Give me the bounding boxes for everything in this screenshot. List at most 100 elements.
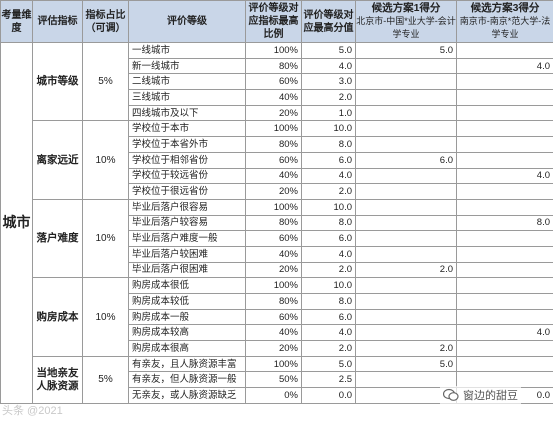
ratio-cell: 20% [245, 183, 302, 200]
indicator-cell: 当地亲友人脉资源 [32, 355, 83, 404]
header-level: 评价等级 [128, 0, 246, 43]
weight-cell: 10% [82, 120, 129, 200]
max-score-cell: 0.0 [301, 387, 356, 404]
option3-score-cell: 4.0 [456, 57, 553, 75]
table-row: 落户难度 10% 毕业后落户很容易 100% 10.0 [1, 198, 553, 279]
table-row: 四线城市及以下 20% 1.0 [1, 104, 553, 122]
level-cell: 一线城市 [128, 42, 246, 59]
table-row: 购房成本较低 80% 8.0 [1, 293, 553, 310]
ratio-cell: 0% [245, 387, 302, 404]
level-cell: 学校位于本省外市 [128, 136, 246, 153]
header-dimension: 考量维度 [0, 0, 33, 43]
weight-cell: 5% [82, 355, 129, 404]
option3-score-cell [456, 230, 553, 247]
level-cell: 购房成本较低 [128, 293, 246, 310]
table-row: 毕业后落户很困难 20% 2.0 2.0 [1, 261, 553, 279]
max-score-cell: 10.0 [301, 198, 356, 216]
ratio-cell: 100% [245, 198, 302, 216]
max-score-cell: 4.0 [301, 167, 356, 185]
option1-score-cell [355, 293, 457, 310]
option1-score-cell [355, 308, 457, 326]
max-score-cell: 2.0 [301, 183, 356, 200]
ratio-cell: 100% [245, 355, 302, 373]
max-score-cell: 10.0 [301, 120, 356, 138]
max-score-cell: 3.0 [301, 73, 356, 91]
option1-score-cell: 2.0 [355, 340, 457, 357]
ratio-cell: 40% [245, 89, 302, 106]
table-row: 购房成本较高 40% 4.0 4.0 [1, 324, 553, 342]
option3-score-cell [456, 355, 553, 373]
header-ratio: 评价等级对应指标最高比例 [245, 0, 302, 43]
weight-cell: 5% [82, 41, 129, 122]
ratio-cell: 80% [245, 57, 302, 75]
option1-score-cell [355, 136, 457, 153]
level-cell: 有亲友，但人脉资源一般 [128, 371, 246, 389]
ratio-cell: 20% [245, 261, 302, 279]
max-score-cell: 2.0 [301, 89, 356, 106]
table-row: 有亲友，但人脉资源一般 50% 2.5 [1, 371, 553, 389]
option1-score-cell [355, 198, 457, 216]
option3-score-cell [456, 245, 553, 263]
option1-score-cell: 5.0 [355, 42, 457, 59]
option1-score-cell [355, 57, 457, 75]
max-score-cell: 2.0 [301, 340, 356, 357]
header-option1: 候选方案1得分 北京市-中国*业大学-会计学专业 [355, 0, 457, 43]
option3-score-cell [456, 136, 553, 153]
option3-score-cell [456, 340, 553, 357]
table-body: 城市 城市等级 5% 一线城市 100% 5.0 5.0 新一线城市 80% 4.0 4.0 二线城市… [0, 41, 553, 404]
option1-score-cell: 2.0 [355, 261, 457, 279]
level-cell: 毕业后落户很容易 [128, 198, 246, 216]
level-cell: 学校位于相邻省份 [128, 151, 246, 169]
level-cell: 无亲友，或人脉资源缺乏 [128, 387, 246, 404]
level-cell: 三线城市 [128, 89, 246, 106]
option1-score-cell [355, 214, 457, 232]
ratio-cell: 100% [245, 42, 302, 59]
option3-score-cell [456, 104, 553, 122]
weight-cell: 10% [82, 277, 129, 357]
ratio-cell: 100% [245, 120, 302, 138]
ratio-cell: 40% [245, 167, 302, 185]
level-cell: 新一线城市 [128, 57, 246, 75]
max-score-cell: 4.0 [301, 324, 356, 342]
table-row: 城市 城市等级 5% 一线城市 100% 5.0 5.0 [0, 41, 553, 404]
option1-score-cell: 5.0 [355, 355, 457, 373]
table-row: 毕业后落户较容易 80% 8.0 8.0 [1, 214, 553, 232]
max-score-cell: 8.0 [301, 136, 356, 153]
ratio-cell: 20% [245, 104, 302, 122]
option1-score-cell [355, 277, 457, 294]
header-weight: 指标占比（可调） [82, 0, 129, 43]
table-row: 三线城市 40% 2.0 [1, 89, 553, 106]
level-cell: 四线城市及以下 [128, 104, 246, 122]
dimension-cell: 城市 [0, 42, 33, 404]
max-score-cell: 6.0 [301, 151, 356, 169]
level-cell: 购房成本较高 [128, 324, 246, 342]
table-row: 学校位于较远省份 40% 4.0 4.0 [1, 167, 553, 185]
option3-score-cell: 4.0 [456, 167, 553, 185]
indicator-cell: 离家远近 [32, 120, 83, 200]
option1-score-cell [355, 89, 457, 106]
level-cell: 毕业后落户较容易 [128, 214, 246, 232]
table-row: 当地亲友人脉资源 5% 有亲友，且人脉资源丰富 100% 5.0 5.0 [1, 355, 553, 404]
level-cell: 有亲友，且人脉资源丰富 [128, 355, 246, 373]
wechat-icon [443, 388, 459, 401]
max-score-cell: 8.0 [301, 214, 356, 232]
indicator-cell: 城市等级 [32, 41, 83, 122]
option1-score-cell [355, 73, 457, 91]
weight-cell: 10% [82, 198, 129, 279]
indicator-cell: 落户难度 [32, 198, 83, 279]
option3-score-cell [456, 198, 553, 216]
ratio-cell: 60% [245, 73, 302, 91]
option1-score-cell [355, 104, 457, 122]
option3-score-cell [456, 261, 553, 279]
option3-subtitle: 南京市-南京*范大学-法学专业 [459, 16, 551, 39]
indicator-cell: 购房成本 [32, 277, 83, 357]
max-score-cell: 10.0 [301, 277, 356, 294]
option3-score-cell [456, 120, 553, 138]
max-score-cell: 4.0 [301, 245, 356, 263]
option1-score-cell [355, 183, 457, 200]
option3-score-cell [456, 308, 553, 326]
ratio-cell: 20% [245, 340, 302, 357]
ratio-cell: 50% [245, 371, 302, 389]
max-score-cell: 2.0 [301, 261, 356, 279]
watermark-left: 头条 @2021 [2, 405, 63, 417]
